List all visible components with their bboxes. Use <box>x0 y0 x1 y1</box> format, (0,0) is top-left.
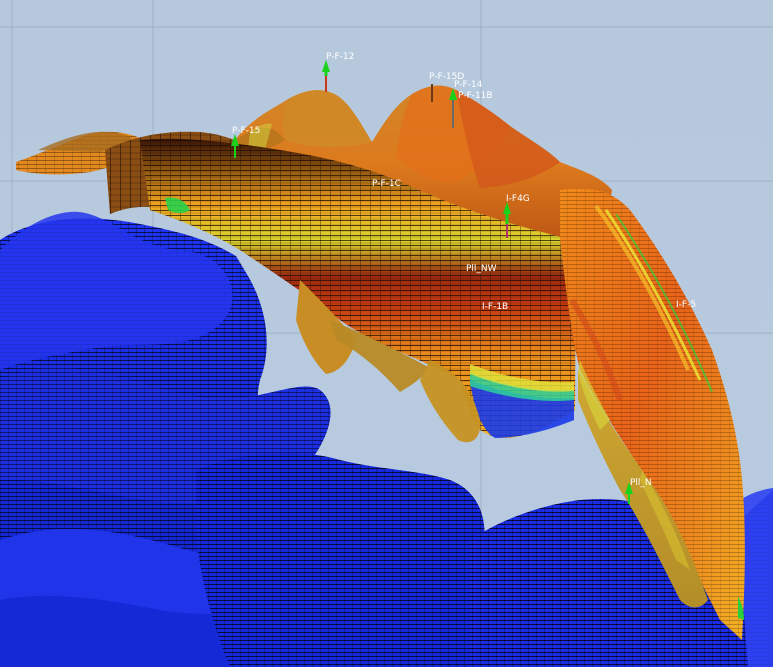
well-pll-n[interactable]: Pll_N <box>625 478 652 504</box>
well-i-f-5[interactable]: I-F-5 <box>676 300 696 310</box>
well-label: P-F-15D <box>429 72 464 82</box>
well-p-f-1c[interactable]: P-F-1C <box>372 179 401 189</box>
well-pll-nw[interactable]: Pll_NW <box>466 264 497 274</box>
slab-underside-left <box>296 280 356 374</box>
well-marker-icon <box>625 482 633 494</box>
well-label: I-F4G <box>506 194 530 204</box>
blue-formation-layer <box>0 211 773 667</box>
well-marker-icon <box>503 202 511 214</box>
well-marker-icon <box>231 134 239 146</box>
well-p-f-12[interactable]: P-F-12 <box>322 52 354 92</box>
well-label: I-F-1B <box>482 302 508 312</box>
well-p-f-15d[interactable]: P-F-15D <box>429 72 464 102</box>
well-label: P-F-12 <box>326 52 354 62</box>
blue-surface-upper-left <box>0 211 233 370</box>
well-i-f4g[interactable]: I-F4G <box>503 194 530 238</box>
well-label: P-F-1C <box>372 179 401 189</box>
well-markers: P-F-12 P-F-15D P-F-14 P-F-11B P-F-1 <box>231 52 696 504</box>
well-label: P-F-11B <box>458 91 493 101</box>
well-marker-icon <box>449 88 457 100</box>
well-p-f-11b[interactable]: P-F-11B <box>449 88 493 128</box>
well-label: Pll_N <box>630 478 652 488</box>
well-marker-icon <box>322 60 330 72</box>
well-p-f-15[interactable]: P-F-15 <box>231 126 260 158</box>
well-label: Pll_NW <box>466 264 497 274</box>
orange-formation-layer <box>16 85 745 640</box>
well-label: P-F-15 <box>232 126 260 136</box>
well-label: P-F-14 <box>454 80 483 90</box>
well-i-f-1b[interactable]: I-F-1B <box>482 302 508 312</box>
well-label: I-F-5 <box>676 300 696 310</box>
well-p-f-14[interactable]: P-F-14 <box>454 80 483 90</box>
